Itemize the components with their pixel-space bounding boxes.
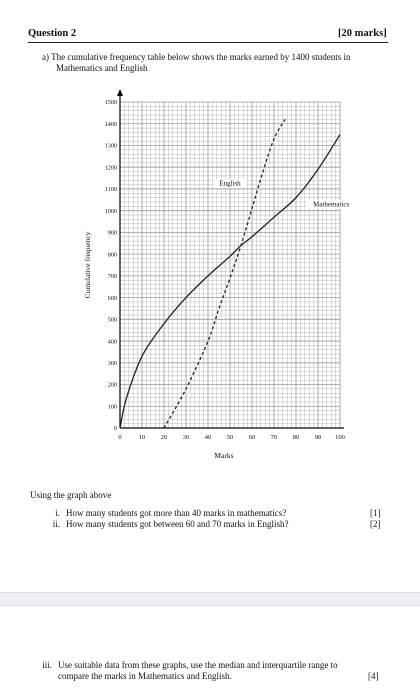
y-tick-label: 1500: [105, 99, 117, 106]
x-tick-label: 70: [271, 434, 278, 441]
question-ii-number: ii.: [52, 519, 60, 529]
y-tick-label: 0: [114, 425, 117, 432]
question-ii-marks: [2]: [370, 519, 381, 529]
y-tick-label: 700: [108, 273, 117, 280]
question-iii: iii. Use suitable data from these graphs…: [42, 660, 378, 682]
question-i-marks: [1]: [370, 508, 381, 518]
y-axis-label: Cumulative frequency: [83, 231, 92, 298]
total-marks: [20 marks]: [338, 28, 387, 39]
y-tick-label: 100: [108, 403, 117, 410]
y-tick-label: 600: [108, 295, 117, 302]
x-tick-label: 30: [183, 434, 190, 441]
question-i: i. How many students got more than 40 mar…: [40, 508, 380, 518]
part-a-line2: Mathematics and English: [56, 63, 148, 73]
page-break-band: [0, 592, 420, 606]
x-axis-label: Marks: [214, 451, 233, 460]
y-axis-arrow: [117, 89, 123, 96]
question-i-number: i.: [55, 508, 60, 518]
part-a-label: a): [42, 52, 49, 62]
x-tick-label: 80: [293, 434, 300, 441]
question-title: Question 2: [28, 28, 77, 39]
y-tick-label: 800: [108, 251, 117, 258]
series-label-bg: [213, 179, 247, 189]
question-i-text: How many students got more than 40 marks…: [66, 508, 287, 518]
y-tick-label: 200: [108, 382, 117, 389]
part-a-line1: The cumulative frequency table below sho…: [51, 52, 351, 62]
part-a-text: a) The cumulative frequency table below …: [42, 52, 372, 74]
question-ii: ii. How many students got between 60 and …: [40, 519, 380, 529]
y-tick-label: 500: [108, 317, 117, 324]
question-iii-line2: compare the marks in Mathematics and Eng…: [58, 671, 232, 681]
x-tick-label: 40: [205, 434, 212, 441]
x-tick-label: 60: [249, 434, 256, 441]
x-tick-label: 10: [139, 434, 146, 441]
question-iii-marks: [4]: [368, 671, 379, 681]
cumulative-frequency-chart: 0 10 20 30 40 50 60 70 80 90 100010020030040050060…: [83, 89, 356, 460]
series-label-english: English: [219, 180, 241, 188]
questions-intro: Using the graph above: [30, 490, 112, 500]
x-tick-label: 0: [118, 434, 121, 441]
x-tick-label: 20: [161, 434, 168, 441]
question-iii-number: iii.: [42, 660, 52, 670]
series-line-english: [163, 119, 286, 429]
y-tick-label: 900: [108, 230, 117, 237]
y-tick-label: 1200: [105, 164, 117, 171]
y-tick-label: 400: [108, 338, 117, 345]
series-label-bg: [306, 199, 356, 209]
x-tick-label: 90: [315, 434, 322, 441]
y-tick-label: 1400: [105, 121, 117, 128]
y-tick-label: 300: [108, 360, 117, 367]
question-iii-line1: Use suitable data from these graphs, use…: [58, 660, 338, 670]
y-tick-label: 1300: [105, 143, 117, 150]
series-line-mathematics: [119, 134, 341, 429]
series-label-mathematics: Mathematics: [313, 200, 349, 208]
header-divider: [28, 42, 388, 43]
x-tick-label: 100: [335, 434, 345, 441]
x-tick-label: 50: [227, 434, 234, 441]
y-tick-label: 1000: [105, 208, 117, 215]
y-tick-label: 1100: [105, 186, 117, 193]
question-ii-text: How many students got between 60 and 70 …: [66, 519, 289, 529]
